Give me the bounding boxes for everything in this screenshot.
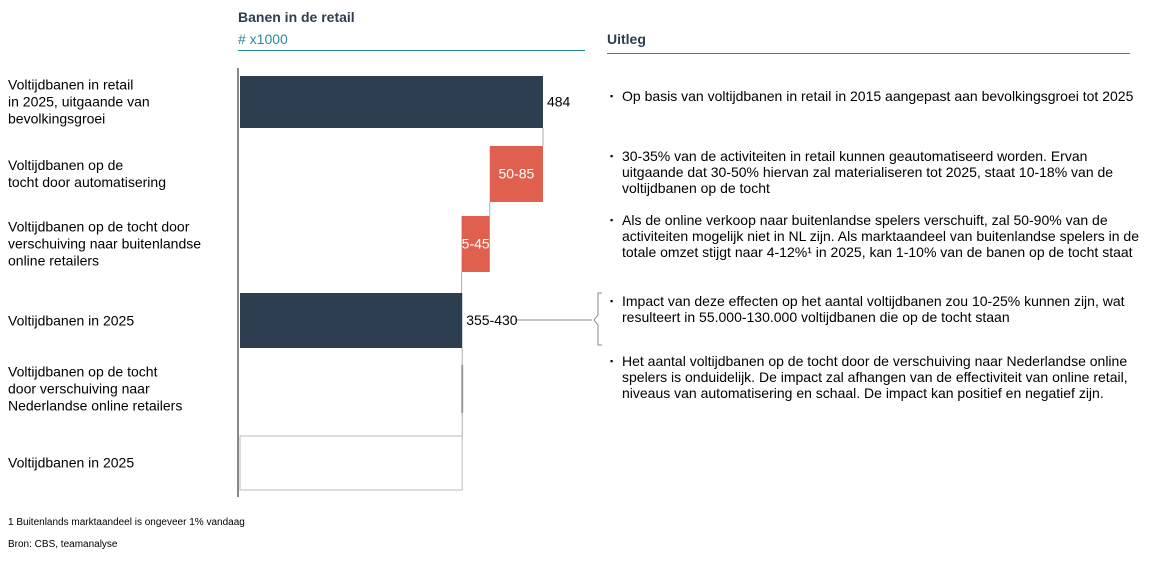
category-label: Voltijdbanen in 2025	[8, 312, 135, 328]
bullet: Als de online verkoop naar buitenlandse …	[610, 212, 1142, 260]
category-label: Voltijdbanen in retail in 2025, uitgaand…	[8, 76, 150, 127]
bullet: Op basis van voltijdbanen in retail in 2…	[610, 88, 1142, 104]
value-label: 50-85	[498, 166, 534, 182]
rule	[607, 53, 1130, 54]
category-label: Voltijdbanen op de tocht door verschuivi…	[8, 218, 202, 269]
category-label: Voltijdbanen op de tocht door automatise…	[8, 157, 166, 190]
footnote: 1 Buitenlands marktaandeel is ongeveer 1…	[8, 517, 245, 528]
bar	[240, 293, 463, 348]
category-label: Voltijdbanen in 2025	[8, 454, 135, 471]
bullet: 30-35% van de activiteiten in retail kun…	[610, 148, 1142, 196]
bullet: Het aantal voltijdbanen op de tocht door…	[610, 353, 1142, 401]
bar	[240, 76, 543, 128]
bar	[461, 216, 490, 272]
value-label: 5-45	[462, 236, 490, 252]
bullet: Impact van deze effecten op het aantal v…	[610, 293, 1142, 325]
chart-unit: # x1000	[238, 31, 288, 47]
bar	[489, 146, 543, 202]
bracket	[515, 292, 602, 346]
rule	[238, 50, 585, 51]
footnote: Bron: CBS, teamanalyse	[8, 539, 118, 550]
category-label: Voltijdbanen op de tocht door verschuivi…	[8, 363, 183, 414]
explanation-title: Uitleg	[607, 31, 646, 47]
chart-title: Banen in de retail	[238, 9, 355, 25]
empty-bar	[239, 435, 463, 491]
value-label: 484	[547, 94, 571, 110]
value-label: 355-430	[466, 312, 518, 328]
